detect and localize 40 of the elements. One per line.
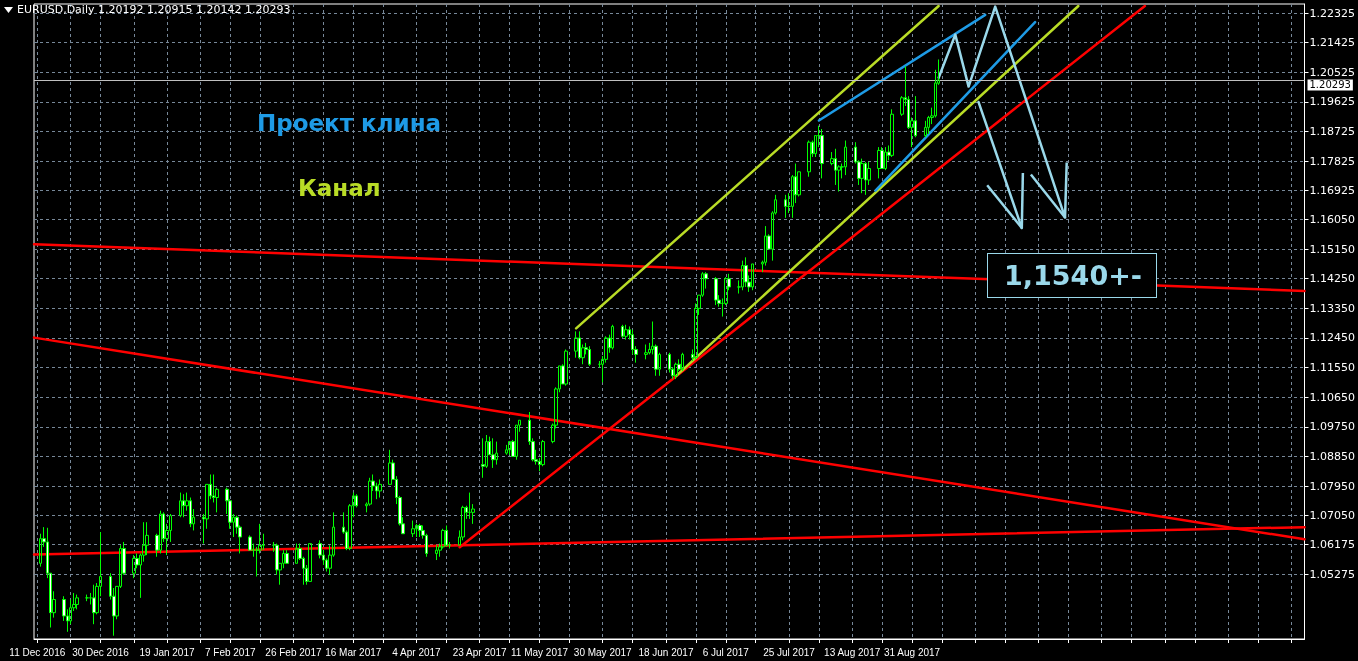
y-tick-label: 1.17825 bbox=[1309, 154, 1356, 168]
y-tick-label: 1.10650 bbox=[1309, 390, 1356, 404]
x-tick-label: 26 Feb 2017 bbox=[265, 646, 322, 658]
y-tick-label: 1.06175 bbox=[1309, 537, 1356, 551]
x-tick-label: 19 Jan 2017 bbox=[139, 646, 195, 658]
ref-line-label: 1.20293 bbox=[1309, 79, 1351, 91]
y-tick-label: 1.07950 bbox=[1309, 479, 1356, 493]
x-tick-label: 7 Feb 2017 bbox=[204, 646, 256, 658]
y-tick-label: 1.08850 bbox=[1309, 449, 1356, 463]
y-tick-label: 1.07050 bbox=[1309, 509, 1356, 523]
x-tick-label: 30 May 2017 bbox=[573, 646, 633, 658]
x-tick-label: 6 Jul 2017 bbox=[702, 646, 750, 658]
x-tick-label: 30 Dec 2016 bbox=[72, 646, 130, 658]
y-tick-label: 1.05275 bbox=[1309, 567, 1356, 581]
x-tick-label: 4 Apr 2017 bbox=[392, 646, 442, 658]
y-tick-label: 1.20525 bbox=[1309, 65, 1356, 79]
y-tick-label: 1.18725 bbox=[1309, 124, 1356, 138]
y-tick-label: 1.11550 bbox=[1309, 361, 1356, 375]
y-tick-label: 1.15150 bbox=[1309, 242, 1356, 256]
x-tick-label: 23 Apr 2017 bbox=[452, 646, 508, 658]
y-tick-label: 1.09750 bbox=[1309, 420, 1356, 434]
y-tick-label: 1.16925 bbox=[1309, 184, 1356, 198]
y-tick-label: 1.22325 bbox=[1309, 6, 1356, 20]
x-tick-label: 25 Jul 2017 bbox=[763, 646, 816, 658]
x-tick-label: 13 Aug 2017 bbox=[824, 646, 881, 658]
y-tick-label: 1.16050 bbox=[1309, 213, 1356, 227]
y-tick-label: 1.19625 bbox=[1309, 95, 1356, 109]
annotation: Проект клина bbox=[257, 110, 442, 136]
x-tick-label: 18 Jun 2017 bbox=[638, 646, 694, 658]
y-tick-label: 1.21425 bbox=[1309, 36, 1356, 50]
annotation: Канал bbox=[298, 175, 381, 201]
y-tick-label: 1.12450 bbox=[1309, 331, 1356, 345]
y-tick-label: 1.14250 bbox=[1309, 272, 1356, 286]
x-tick-label: 11 Dec 2016 bbox=[9, 646, 66, 658]
chart-title: EURUSD,Daily 1.20192 1.20915 1.20142 1.20293 bbox=[17, 3, 291, 16]
x-tick-label: 31 Aug 2017 bbox=[883, 646, 941, 658]
y-tick-label: 1.13350 bbox=[1309, 301, 1356, 315]
annotation: 1,1540+- bbox=[987, 253, 1158, 298]
x-tick-label: 11 May 2017 bbox=[511, 646, 569, 658]
x-tick-label: 16 Mar 2017 bbox=[325, 646, 382, 658]
